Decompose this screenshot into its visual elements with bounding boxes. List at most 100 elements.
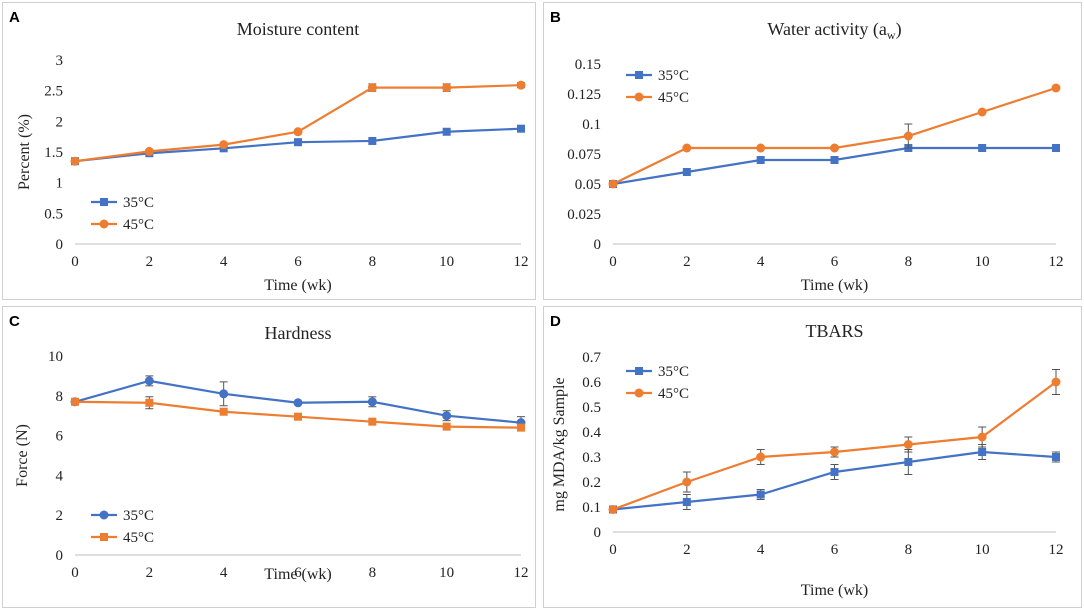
x-tick-label: 10 [975,542,990,558]
y-tick-label: 3 [56,53,64,69]
hardness-chart: Hardness 0 2 4 6 8 10 0 2 4 6 8 10 12 Time (wk) Force (… [14,323,529,583]
x-tick-label: 8 [905,254,913,270]
y-axis-label: mg MDA/kg Sample [551,377,568,511]
legend-label: 45°C [123,217,154,233]
legend-label: 35°C [123,195,154,211]
series-45c-point [294,412,302,421]
y-tick-label: 0.6 [582,375,601,391]
legend-label: 35°C [123,508,154,524]
x-tick-label: 2 [146,565,154,581]
chart-title-text: Moisture content [237,19,359,39]
legend-swatch-marker [635,367,643,375]
x-axis-label: Time (wk) [264,277,331,294]
x-tick-label: 8 [905,542,913,558]
series-45c-point [830,143,839,153]
series-35c-point [978,144,987,152]
y-tick-label: 0.075 [567,147,601,163]
series-45c-point [1051,83,1061,93]
series-35c-point [682,498,691,506]
x-tick-label: 0 [609,254,617,270]
panel-letter: A [9,9,20,26]
legend-label: 45°C [658,90,689,106]
series-35c-point [978,448,987,456]
y-tick-label: 0.2 [582,475,601,491]
series-35c-point [442,411,452,421]
series-35c-point [367,397,377,407]
legend-swatch-marker [634,388,644,398]
chart-title-end: ) [896,19,902,40]
x-tick-label: 0 [71,565,79,581]
moisture-content-chart: Moisture content 0 0.5 1 1.5 2 2.5 3 0 2 4 6 8 10 12 Ti… [16,19,529,294]
x-tick-label: 12 [514,254,529,270]
x-tick-label: 10 [439,254,454,270]
series-45c-point [442,422,451,431]
x-tick-label: 6 [294,565,302,581]
series-45c-point [219,140,229,150]
x-axis-label: Time (wk) [801,582,868,599]
tbars-chart: TBARS 0 0.1 0.2 0.3 0.4 0.5 0.6 0.7 0 2 4 6 8 10 12 Time… [551,321,1064,599]
x-tick-label: 4 [220,565,228,581]
panel-a-moisture-content: A Moisture content 0 0.5 1 1.5 2 2.5 3 0 2 4 6 8 10 12… [2,2,536,300]
y-tick-label: 0.15 [575,57,601,73]
legend-swatch-marker [100,533,108,541]
x-tick-label: 12 [1049,542,1064,558]
series-45c-point [608,505,618,514]
series-45c-point [145,398,154,407]
series-45c-point [756,452,766,462]
series-45c-point [830,447,839,457]
x-tick-label: 6 [294,254,302,270]
series-35c-line [612,146,1056,186]
y-tick-label: 1 [56,176,64,192]
y-tick-label: 2.5 [44,84,63,100]
x-tick-label: 10 [975,254,990,270]
series-45c-point [368,417,377,426]
series-45c-point [367,83,377,93]
series-35c-point [294,138,302,147]
series-35c-point [682,168,691,176]
series-45c-point [608,179,618,189]
panel-d-tbars: D TBARS 0 0.1 0.2 0.3 0.4 0.5 0.6 0.7 0 2 4 6 8 10 12 Ti… [543,306,1082,608]
y-tick-label: 0 [594,237,602,253]
x-tick-label: 6 [831,254,839,270]
y-tick-label: 0.5 [44,206,63,222]
y-tick-label: 10 [48,349,63,365]
x-tick-label: 4 [757,254,765,270]
panel-letter: D [550,313,561,330]
x-tick-label: 8 [369,254,377,270]
panel-c-hardness: C Hardness 0 2 4 6 8 10 0 2 4 6 8 10 12 Time (wk) Force… [2,306,536,608]
series-45c-point [144,146,154,156]
y-tick-label: 4 [56,468,64,484]
legend-swatch-marker [99,510,109,520]
legend-label: 45°C [658,386,689,402]
series-45c-point [682,143,692,153]
y-tick-label: 6 [56,429,64,445]
y-axis-label: Percent (%) [16,114,33,190]
y-tick-label: 0.4 [582,425,601,441]
series-45c-point [977,432,987,442]
y-tick-label: 0 [56,237,64,253]
series-45c-line [74,84,522,163]
chart-title: Hardness [265,323,332,343]
y-tick-label: 0.7 [582,350,601,366]
chart-title: TBARS [805,321,863,341]
legend-swatch-marker [100,198,108,206]
water-activity-chart: Water activity (aw) 0 0.025 0.05 0.075 0.1 0.1… [567,19,1063,294]
series-45c-point [71,397,79,406]
y-tick-label: 2 [56,114,64,130]
x-tick-label: 0 [71,254,79,270]
legend-swatch-marker [634,92,644,102]
series-35c-point [1052,453,1060,461]
chart-title-text: Hardness [265,323,332,343]
series-45c-point [70,156,80,166]
series-45c-point [293,127,303,137]
y-tick-label: 0.125 [567,87,601,103]
y-tick-label: 0.1 [582,117,601,133]
x-tick-label: 2 [683,254,691,270]
series-35c-point [219,389,229,399]
x-tick-label: 12 [514,565,529,581]
x-tick-label: 2 [683,542,691,558]
series-45c-point [1051,377,1061,387]
legend-label: 35°C [658,364,689,380]
series-35c-point [756,490,765,499]
x-tick-label: 4 [220,254,228,270]
